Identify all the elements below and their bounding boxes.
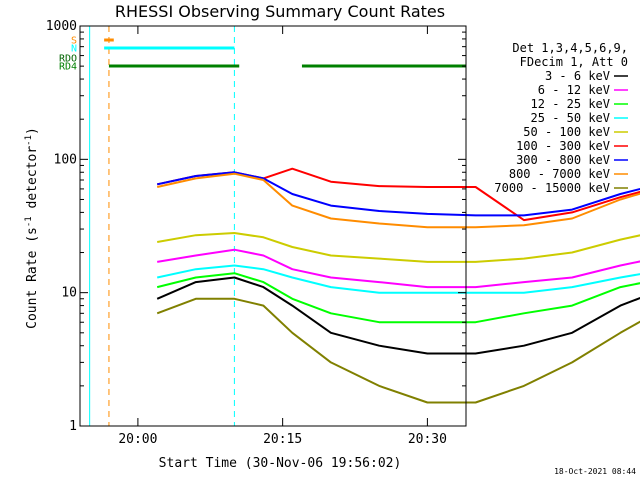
legend-header-1: FDecim 1, Att 0	[520, 55, 628, 69]
series-line-3	[156, 264, 640, 294]
y-axis-label-main: Count Rate (s	[25, 227, 40, 329]
y-tick-label-3: 1000	[46, 19, 77, 34]
series-line-1	[157, 248, 640, 289]
chart-title: RHESSI Observing Summary Count Rates	[115, 2, 445, 21]
legend-label-5: 100 - 300 keV	[516, 139, 610, 153]
series-line-4	[157, 232, 640, 263]
flag-label-s: S	[71, 36, 77, 47]
timestamp: 18-Oct-2021 08:44	[554, 467, 636, 476]
legend-label-4: 50 - 100 keV	[523, 125, 610, 139]
y-tick-label-1: 10	[61, 286, 77, 301]
series-line-8	[156, 297, 640, 404]
legend-label-3: 25 - 50 keV	[531, 111, 610, 125]
x-axis-label: Start Time (30-Nov-06 19:56:02)	[159, 456, 402, 471]
y-tick-label-2: 100	[54, 152, 77, 167]
legend-header-0: Det 1,3,4,5,6,9,	[512, 41, 628, 55]
flag-label-n: N	[71, 44, 77, 55]
legend-label-8: 7000 - 15000 keV	[494, 181, 610, 195]
y-axis-label: Count Rate (s-1 detector-1)	[24, 127, 40, 329]
x-tick-label-2: 20:30	[408, 432, 447, 447]
series-line-2	[156, 272, 640, 324]
series-line-5	[156, 167, 640, 222]
legend: Det 1,3,4,5,6,9,FDecim 1, Att 03 - 6 keV…	[494, 41, 628, 195]
y-axis-label-sup2: -1	[24, 135, 34, 146]
series-lines	[156, 167, 640, 404]
y-axis-label-sup1: -1	[24, 216, 34, 227]
x-tick-label-0: 20:00	[118, 432, 157, 447]
legend-label-0: 3 - 6 keV	[545, 69, 610, 83]
legend-label-2: 12 - 25 keV	[531, 97, 610, 111]
y-axis-label-mid: detector	[25, 146, 40, 217]
plot-frame	[79, 25, 467, 427]
flag-label-rdo: RDO	[59, 54, 77, 65]
legend-label-7: 800 - 7000 keV	[509, 167, 610, 181]
series-line-0	[156, 276, 640, 355]
axis-ticks: 20:00 20:15 20:30 1 10 100 1000	[46, 19, 466, 447]
legend-label-1: 6 - 12 keV	[538, 83, 610, 97]
y-tick-label-0: 1	[69, 419, 77, 434]
y-axis-label-end: )	[25, 127, 40, 135]
legend-label-6: 300 - 800 keV	[516, 153, 610, 167]
series-line-6	[156, 171, 640, 217]
flag-label-rd4: RD4	[59, 62, 77, 73]
series-line-7	[156, 172, 640, 229]
x-tick-label-1: 20:15	[263, 432, 302, 447]
